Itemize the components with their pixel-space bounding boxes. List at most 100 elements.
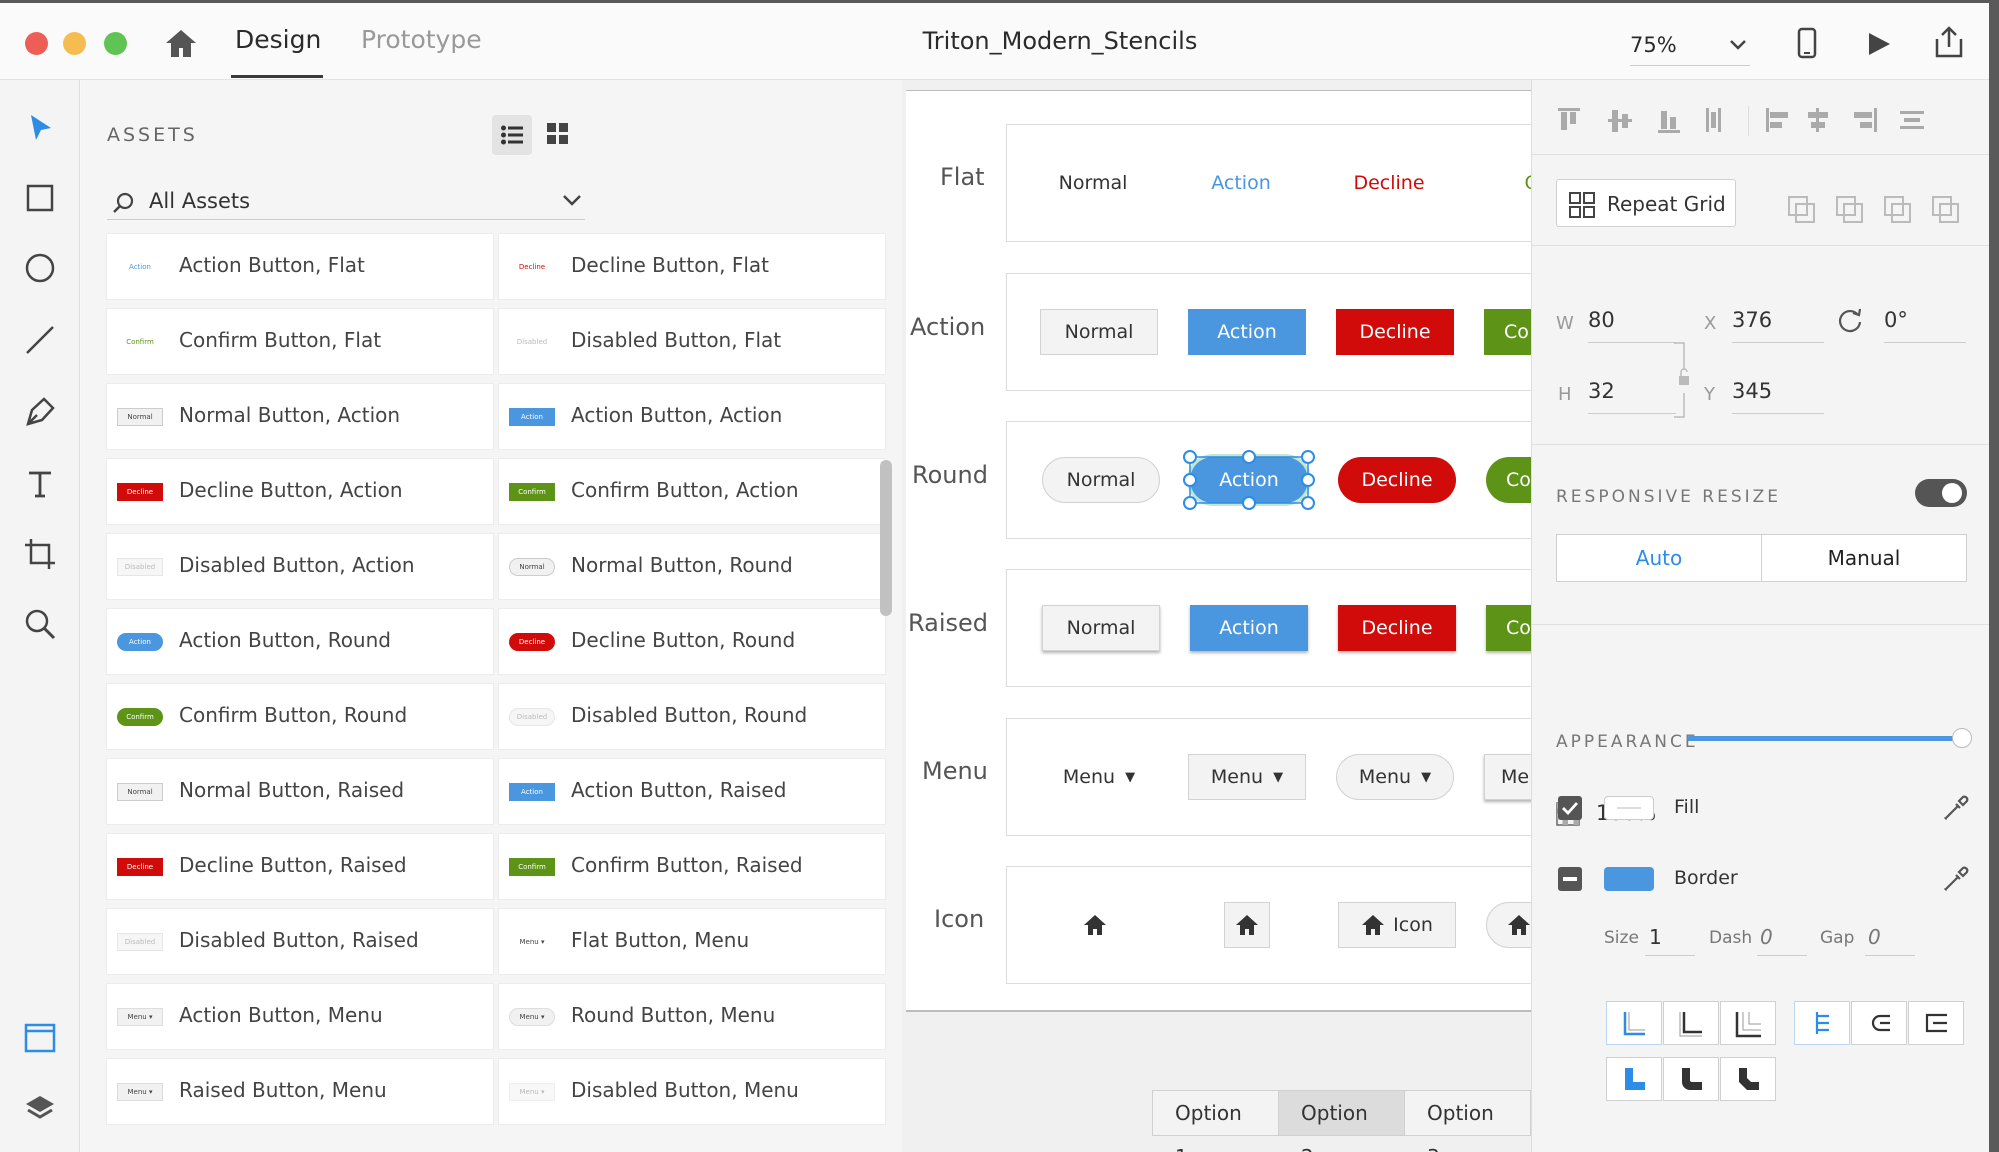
design-canvas[interactable]: Flat Action Round Raised Menu Icon Norma… bbox=[902, 80, 1531, 1152]
round-decline-button[interactable]: Decline bbox=[1338, 457, 1456, 503]
border-gap-field[interactable]: 0 bbox=[1868, 925, 1881, 949]
grid-view-icon[interactable] bbox=[547, 123, 569, 145]
layers-panel-icon[interactable] bbox=[22, 1090, 58, 1126]
round-normal-button[interactable]: Normal bbox=[1042, 457, 1160, 503]
asset-item[interactable]: Disabled Disabled Button, Raised bbox=[106, 908, 494, 975]
assets-scrollbar[interactable] bbox=[880, 460, 892, 616]
repeat-grid-button[interactable]: Repeat Grid bbox=[1556, 179, 1736, 227]
asset-item[interactable]: Decline Decline Button, Raised bbox=[106, 833, 494, 900]
asset-item[interactable]: Confirm Confirm Button, Action bbox=[498, 458, 886, 525]
option-1[interactable]: Option 1 bbox=[1153, 1091, 1279, 1152]
asset-item[interactable]: Menu ▾ Flat Button, Menu bbox=[498, 908, 886, 975]
x-field[interactable]: 376 bbox=[1732, 308, 1773, 332]
selection-handles[interactable] bbox=[1182, 449, 1316, 511]
asset-item[interactable]: Menu ▾ Action Button, Menu bbox=[106, 983, 494, 1050]
asset-item[interactable]: Confirm Confirm Button, Raised bbox=[498, 833, 886, 900]
option-2[interactable]: Option 2 bbox=[1279, 1091, 1405, 1152]
join-miter-button[interactable] bbox=[1606, 1057, 1662, 1101]
asset-item[interactable]: Decline Decline Button, Round bbox=[498, 608, 886, 675]
asset-item[interactable]: Action Action Button, Raised bbox=[498, 758, 886, 825]
manual-button[interactable]: Manual bbox=[1827, 546, 1901, 570]
home-icon[interactable] bbox=[1083, 914, 1107, 936]
artboard[interactable]: Flat Action Round Raised Menu Icon Norma… bbox=[906, 90, 1531, 1012]
icon-text-button[interactable]: Icon bbox=[1338, 902, 1456, 948]
action-decline-button[interactable]: Decline bbox=[1336, 309, 1454, 355]
cap-square-button[interactable] bbox=[1908, 1001, 1964, 1045]
action-normal-button[interactable]: Normal bbox=[1040, 309, 1158, 355]
align-icons[interactable] bbox=[1556, 106, 1956, 136]
asset-item[interactable]: Menu ▾ Disabled Button, Menu bbox=[498, 1058, 886, 1125]
fill-swatch[interactable] bbox=[1604, 796, 1654, 820]
chevron-down-icon[interactable] bbox=[1729, 39, 1747, 51]
pen-tool-icon[interactable] bbox=[22, 394, 58, 430]
join-bevel-button[interactable] bbox=[1720, 1057, 1776, 1101]
round-confirm-button[interactable]: Co bbox=[1486, 457, 1531, 503]
opacity-slider-knob[interactable] bbox=[1952, 728, 1972, 748]
height-field[interactable]: 32 bbox=[1588, 379, 1615, 403]
minimize-window-button[interactable] bbox=[63, 32, 86, 55]
border-inside-button[interactable] bbox=[1606, 1001, 1662, 1045]
action-confirm-button[interactable]: Co bbox=[1484, 309, 1531, 355]
icon-only-button[interactable] bbox=[1224, 902, 1270, 948]
width-field[interactable]: 80 bbox=[1588, 308, 1615, 332]
asset-item[interactable]: Decline Decline Button, Action bbox=[106, 458, 494, 525]
assets-panel-icon[interactable] bbox=[22, 1020, 58, 1056]
rectangle-tool-icon[interactable] bbox=[22, 180, 58, 216]
list-view-button[interactable] bbox=[492, 115, 532, 155]
eyedropper-icon[interactable] bbox=[1942, 794, 1970, 822]
border-center-button[interactable] bbox=[1663, 1001, 1719, 1045]
fill-checkbox[interactable] bbox=[1558, 796, 1582, 820]
asset-item[interactable]: Action Action Button, Flat bbox=[106, 233, 494, 300]
share-icon[interactable] bbox=[1933, 25, 1965, 59]
round-action-button-selected[interactable]: Action bbox=[1190, 457, 1308, 503]
asset-item[interactable]: Disabled Disabled Button, Action bbox=[106, 533, 494, 600]
flat-normal-button[interactable]: Normal bbox=[1058, 172, 1128, 194]
maximize-window-button[interactable] bbox=[104, 32, 127, 55]
asset-item[interactable]: Action Action Button, Action bbox=[498, 383, 886, 450]
asset-item[interactable]: Menu ▾ Round Button, Menu bbox=[498, 983, 886, 1050]
text-tool-icon[interactable] bbox=[22, 466, 58, 502]
asset-item[interactable]: Decline Decline Button, Flat bbox=[498, 233, 886, 300]
raised-menu-button[interactable]: Me bbox=[1484, 754, 1531, 800]
rotation-field[interactable]: 0° bbox=[1884, 308, 1908, 332]
border-swatch[interactable] bbox=[1604, 867, 1654, 891]
zoom-tool-icon[interactable] bbox=[22, 606, 58, 642]
flat-confirm-button[interactable]: Co bbox=[1478, 160, 1531, 206]
border-outside-button[interactable] bbox=[1720, 1001, 1776, 1045]
eyedropper-icon[interactable] bbox=[1942, 865, 1970, 893]
round-menu-button[interactable]: Menu ▼ bbox=[1336, 754, 1454, 800]
line-tool-icon[interactable] bbox=[22, 322, 58, 358]
asset-item[interactable]: Normal Normal Button, Round bbox=[498, 533, 886, 600]
round-icon-button[interactable] bbox=[1486, 902, 1531, 948]
artboard-tool-icon[interactable] bbox=[22, 536, 58, 572]
flat-decline-button[interactable]: Decline bbox=[1353, 172, 1425, 194]
cap-butt-button[interactable] bbox=[1794, 1001, 1850, 1045]
boolean-ops-icons[interactable] bbox=[1787, 195, 1967, 225]
action-menu-button[interactable]: Menu ▼ bbox=[1188, 754, 1306, 800]
y-field[interactable]: 345 bbox=[1732, 379, 1773, 403]
asset-item[interactable]: Menu ▾ Raised Button, Menu bbox=[106, 1058, 494, 1125]
option-3[interactable]: Option 3 bbox=[1427, 1101, 1494, 1152]
tab-prototype[interactable]: Prototype bbox=[361, 25, 482, 54]
flat-menu-button[interactable]: Menu ▼ bbox=[1040, 754, 1158, 800]
action-action-button[interactable]: Action bbox=[1188, 309, 1306, 355]
asset-item[interactable]: Confirm Confirm Button, Flat bbox=[106, 308, 494, 375]
close-window-button[interactable] bbox=[25, 32, 48, 55]
border-dash-field[interactable]: 0 bbox=[1760, 925, 1773, 949]
ellipse-tool-icon[interactable] bbox=[22, 250, 58, 286]
asset-filter-dropdown[interactable]: All Assets bbox=[107, 180, 585, 220]
zoom-select[interactable]: 75% bbox=[1630, 33, 1677, 57]
device-preview-icon[interactable] bbox=[1797, 27, 1817, 59]
opacity-slider[interactable] bbox=[1687, 736, 1961, 741]
asset-item[interactable]: Normal Normal Button, Raised bbox=[106, 758, 494, 825]
cap-round-button[interactable] bbox=[1851, 1001, 1907, 1045]
raised-decline-button[interactable]: Decline bbox=[1338, 605, 1456, 651]
raised-confirm-button[interactable]: Co bbox=[1486, 605, 1531, 651]
asset-item[interactable]: Disabled Disabled Button, Flat bbox=[498, 308, 886, 375]
play-icon[interactable] bbox=[1866, 31, 1892, 57]
responsive-resize-toggle[interactable] bbox=[1915, 479, 1967, 507]
border-size-field[interactable]: 1 bbox=[1649, 925, 1662, 949]
asset-item[interactable]: Action Action Button, Round bbox=[106, 608, 494, 675]
asset-item[interactable]: Disabled Disabled Button, Round bbox=[498, 683, 886, 750]
asset-item[interactable]: Normal Normal Button, Action bbox=[106, 383, 494, 450]
